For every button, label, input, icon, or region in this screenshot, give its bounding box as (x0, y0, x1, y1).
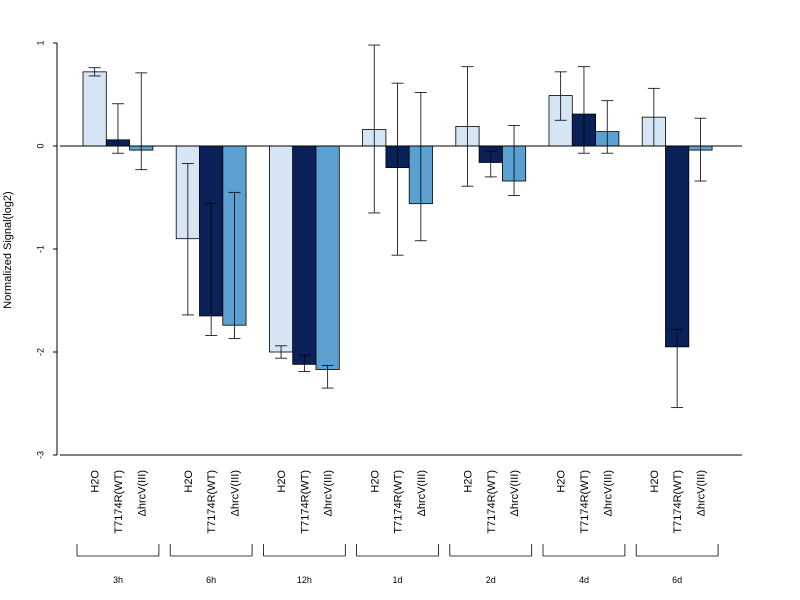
y-tick-label: -2 (35, 348, 45, 356)
y-tick-label: -3 (35, 451, 45, 459)
y-axis: 1 0 -1 -2 -3 (35, 40, 58, 459)
error-bar (111, 103, 124, 154)
category-label: T7174R(WT) (393, 470, 405, 534)
group-bracket (356, 544, 439, 557)
category-label: T7174R(WT) (299, 470, 311, 534)
bar (292, 145, 317, 365)
category-label: ΔhrcV(III) (509, 470, 521, 516)
group-bracket (449, 544, 533, 557)
category-label: H2O (276, 470, 288, 493)
category-label: H2O (90, 470, 102, 493)
group-label: 2d (486, 575, 496, 585)
category-label: H2O (462, 470, 474, 493)
group-bracket (76, 544, 160, 557)
category-labels: H2O T7174R(WT) ΔhrcV(III) H2O T7174R(WT) Δhrc… (90, 470, 708, 534)
category-label: H2O (556, 470, 568, 493)
error-bar (88, 67, 101, 77)
error-bars (88, 44, 707, 409)
error-bar (298, 354, 311, 372)
y-tick-label: -1 (35, 245, 45, 253)
group-bracket (542, 544, 626, 557)
error-bar (508, 125, 521, 196)
error-bar (647, 87, 660, 147)
error-bar (391, 82, 404, 256)
category-label: ΔhrcV(III) (416, 470, 428, 516)
error-bar (694, 117, 707, 182)
error-bar (135, 72, 148, 171)
error-bar (671, 328, 684, 409)
error-bar (321, 364, 334, 389)
group-label: 6h (206, 575, 216, 585)
error-bar (601, 100, 614, 154)
bar (268, 145, 294, 353)
category-label: T7174R(WT) (579, 470, 591, 534)
group-label: 12h (297, 575, 312, 585)
category-label: ΔhrcV(III) (229, 470, 241, 516)
error-bar (577, 66, 590, 154)
group-bracket (169, 544, 253, 557)
group-brackets: 3h 6h 12h 1d 2d 4d 6d (76, 544, 719, 585)
group-bracket (262, 544, 346, 557)
group-label: 1d (393, 575, 403, 585)
error-bar (414, 92, 427, 242)
error-bar (484, 150, 497, 178)
bar (665, 145, 690, 348)
group-bracket (635, 544, 719, 557)
bar (315, 145, 340, 370)
error-bar (205, 203, 218, 336)
bar (82, 71, 107, 147)
category-label: ΔhrcV(III) (136, 470, 148, 516)
y-tick-label: 0 (35, 143, 45, 148)
error-bar (554, 71, 567, 121)
category-label: T7174R(WT) (672, 470, 684, 534)
error-bar (228, 191, 241, 340)
category-label: H2O (183, 470, 195, 493)
error-bar (368, 44, 381, 214)
error-bar (275, 345, 288, 359)
category-label: T7174R(WT) (486, 470, 498, 534)
category-label: ΔhrcV(III) (323, 470, 335, 516)
group-label: 4d (579, 575, 589, 585)
y-tick-label: 1 (35, 40, 45, 45)
error-bar (461, 66, 474, 187)
category-label: ΔhrcV(III) (695, 470, 707, 516)
category-label: H2O (649, 470, 661, 493)
error-bar (181, 163, 194, 316)
y-axis-label: Normalized Signal(log2) (2, 191, 14, 308)
category-label: T7174R(WT) (113, 470, 125, 534)
category-label: H2O (369, 470, 381, 493)
category-label: ΔhrcV(III) (602, 470, 614, 516)
group-label: 6d (672, 575, 682, 585)
category-label: T7174R(WT) (206, 470, 218, 534)
group-label: 3h (113, 575, 123, 585)
